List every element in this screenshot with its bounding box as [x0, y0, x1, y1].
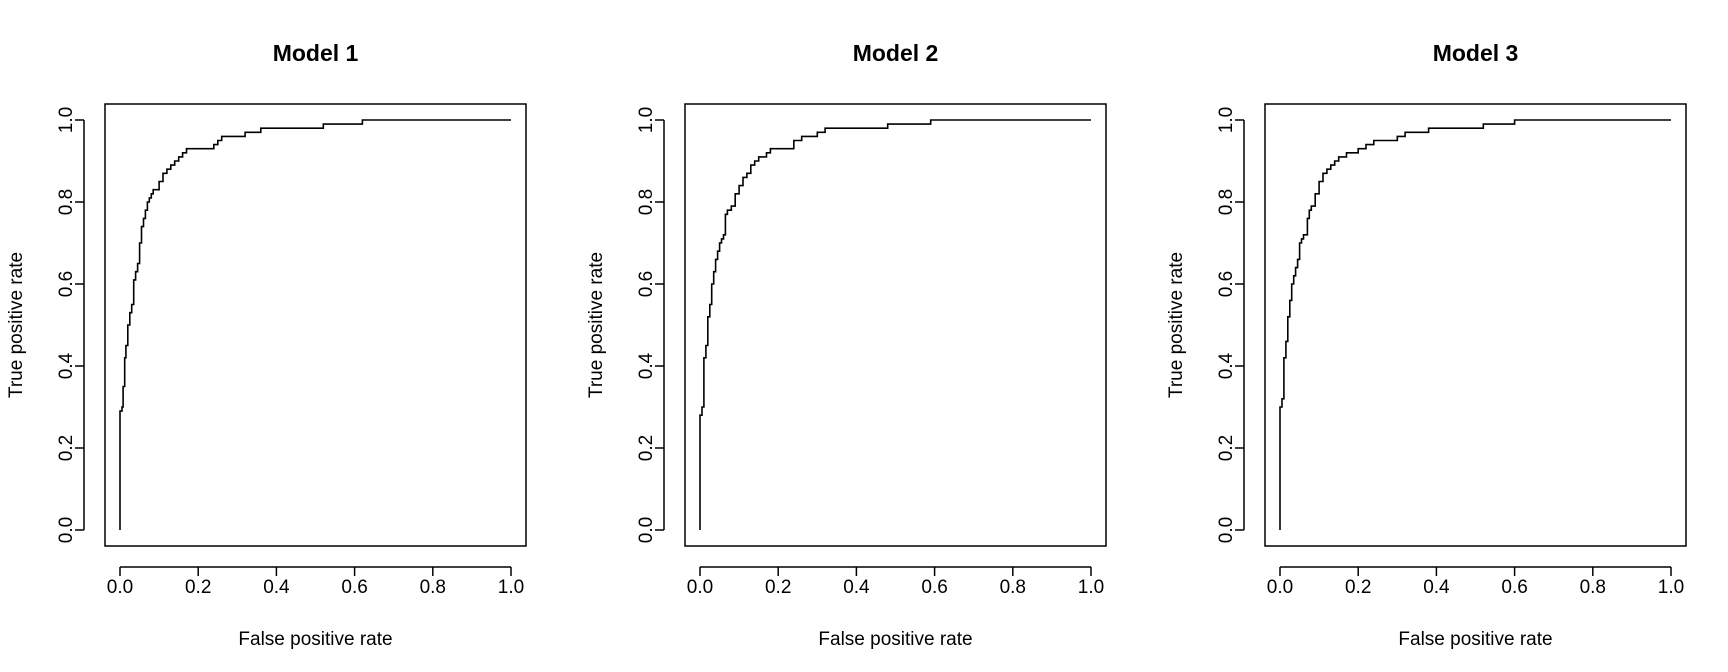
- chart-panel-3: Model 3 0.0 0.2 0.4 0.6 0.8 1.0 False positive …: [1166, 40, 1687, 650]
- chart-panel-1: Model 1 0.0 0.2 0.4 0.6 0.8 1.0 False positive …: [6, 40, 527, 650]
- y-tick-label: 0.2: [636, 435, 657, 461]
- chart-title: Model 3: [1433, 40, 1519, 66]
- y-tick-label: 0.8: [636, 189, 657, 215]
- chart-title: Model 2: [853, 40, 939, 66]
- x-tick-label: 0.4: [263, 577, 290, 598]
- y-axis-label: True positive rate: [6, 252, 27, 398]
- x-tick-label: 1.0: [498, 577, 524, 598]
- panels: Model 1 0.0 0.2 0.4 0.6 0.8 1.0 False positive …: [6, 40, 1687, 650]
- y-tick-label: 1.0: [1216, 107, 1237, 133]
- plot-frame: [104, 103, 527, 547]
- y-tick-label: 0.0: [56, 517, 77, 543]
- roc-curve: [699, 119, 1091, 530]
- x-tick-label: 0.6: [921, 577, 947, 598]
- y-tick-label: 0.6: [636, 271, 657, 297]
- y-tick-label: 0.2: [1216, 435, 1237, 461]
- y-tick-label: 0.4: [636, 352, 657, 379]
- x-tick-label: 1.0: [1078, 577, 1104, 598]
- x-tick-label: 0.6: [1501, 577, 1527, 598]
- y-tick-label: 0.8: [56, 189, 77, 215]
- x-axis-label: False positive rate: [238, 629, 392, 650]
- y-tick-label: 0.8: [1216, 189, 1237, 215]
- y-tick-label: 0.0: [636, 517, 657, 543]
- x-tick-label: 0.0: [107, 577, 133, 598]
- chart-title: Model 1: [273, 40, 359, 66]
- roc-curve: [1279, 119, 1671, 530]
- x-tick-label: 1.0: [1658, 577, 1684, 598]
- x-tick-label: 0.8: [1580, 577, 1606, 598]
- x-tick-label: 0.2: [1345, 577, 1371, 598]
- y-axis-label: True positive rate: [586, 252, 607, 398]
- chart-panel-2: Model 2 0.0 0.2 0.4 0.6 0.8 1.0 False positive …: [586, 40, 1107, 650]
- y-tick-label: 0.6: [56, 271, 77, 297]
- plot-frame: [684, 103, 1107, 547]
- x-tick-label: 0.6: [341, 577, 367, 598]
- y-tick-label: 1.0: [636, 107, 657, 133]
- x-axis-label: False positive rate: [818, 629, 972, 650]
- y-tick-label: 0.6: [1216, 271, 1237, 297]
- x-tick-label: 0.2: [185, 577, 211, 598]
- x-tick-label: 0.4: [843, 577, 870, 598]
- x-tick-label: 0.0: [687, 577, 713, 598]
- y-tick-label: 0.4: [56, 352, 77, 379]
- y-tick-label: 0.2: [56, 435, 77, 461]
- x-tick-label: 0.0: [1267, 577, 1293, 598]
- x-axis-label: False positive rate: [1398, 629, 1552, 650]
- x-tick-label: 0.2: [765, 577, 791, 598]
- x-tick-label: 0.8: [1000, 577, 1026, 598]
- roc-curve: [119, 119, 511, 530]
- plot-frame: [1264, 103, 1687, 547]
- y-tick-label: 0.0: [1216, 517, 1237, 543]
- y-axis-label: True positive rate: [1166, 252, 1187, 398]
- y-tick-label: 1.0: [56, 107, 77, 133]
- x-tick-label: 0.4: [1423, 577, 1450, 598]
- y-tick-label: 0.4: [1216, 352, 1237, 379]
- x-tick-label: 0.8: [420, 577, 446, 598]
